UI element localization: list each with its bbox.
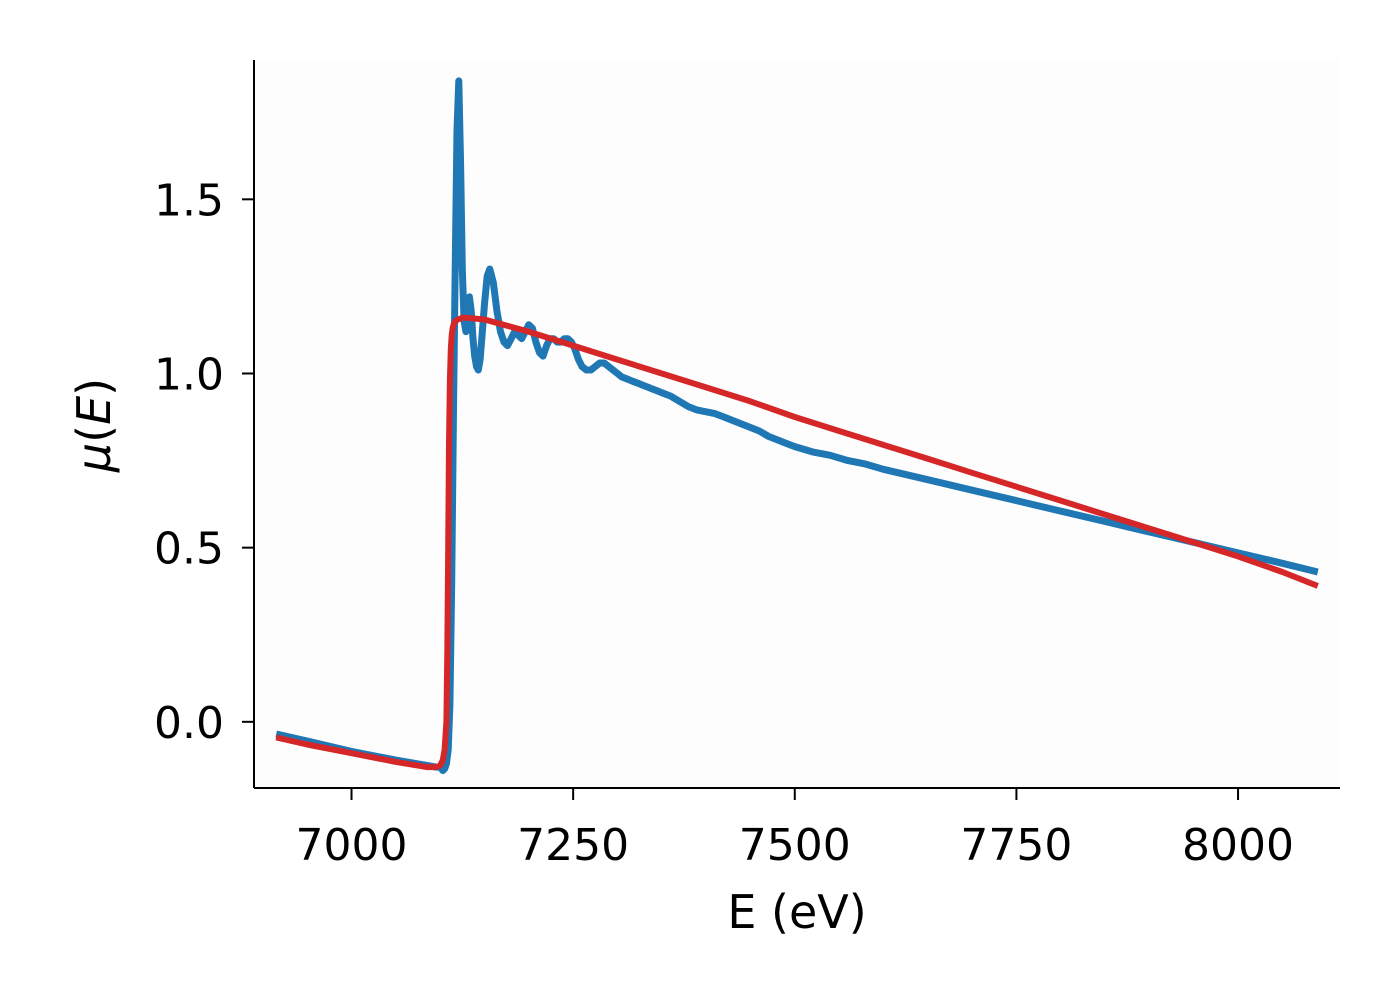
y-ticks: 0.0 0.5 1.0 1.5 xyxy=(154,175,254,749)
y-axis-label: μ(E) xyxy=(67,378,121,473)
y-axis-label-open: ( xyxy=(67,425,121,443)
x-ticks: 7000 7250 7500 7750 8000 xyxy=(296,788,1294,871)
x-axis-label: E (eV) xyxy=(727,885,866,939)
x-tick-label: 8000 xyxy=(1182,820,1294,871)
series-layer xyxy=(275,77,1319,775)
plot-area xyxy=(254,60,1340,788)
y-tick-label: 1.0 xyxy=(154,349,224,400)
y-tick-label: 0.0 xyxy=(154,698,224,749)
series-line-mu xyxy=(275,77,1319,775)
y-axis-label-symbol: μ xyxy=(67,443,121,473)
x-tick-label: 7750 xyxy=(960,820,1072,871)
series-line-background-fit xyxy=(275,314,1319,771)
x-tick-label: 7500 xyxy=(739,820,851,871)
y-tick-label: 1.5 xyxy=(154,175,224,226)
y-tick-label: 0.5 xyxy=(154,524,224,575)
x-tick-label: 7250 xyxy=(517,820,629,871)
axes-layer xyxy=(253,60,1340,789)
x-tick-label: 7000 xyxy=(296,820,408,871)
y-axis-label-close: ) xyxy=(67,378,121,396)
y-axis-label-var: E xyxy=(67,396,121,425)
